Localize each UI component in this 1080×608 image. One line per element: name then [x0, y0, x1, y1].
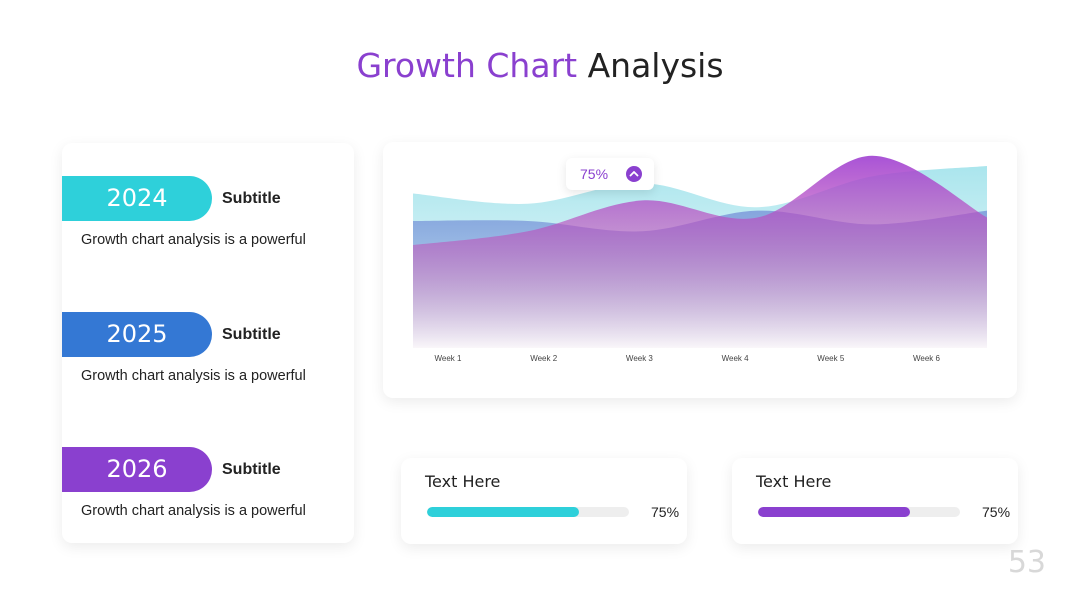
progress-label: Text Here	[425, 472, 501, 491]
x-tick-label: Week 5	[817, 354, 845, 363]
year-description: Growth chart analysis is a powerful	[81, 368, 306, 384]
year-badge: 2025	[62, 312, 212, 357]
progress-track	[758, 507, 960, 517]
timeline-item-2026: 2026 Subtitle Growth chart analysis is a…	[62, 447, 354, 527]
slide-title: Growth Chart Analysis	[0, 44, 1080, 88]
year-badge: 2026	[62, 447, 212, 492]
year-badge: 2024	[62, 176, 212, 221]
area-series-3	[413, 155, 987, 348]
area-chart: Week 1 Week 2 Week 3 Week 4 Week 5 Week 6	[413, 155, 987, 363]
title-rest: Analysis	[587, 46, 724, 85]
chart-card: Week 1 Week 2 Week 3 Week 4 Week 5 Week 6	[383, 142, 1017, 398]
timeline-item-2025: 2025 Subtitle Growth chart analysis is a…	[62, 312, 354, 392]
progress-value: 75%	[982, 504, 1011, 520]
year-subtitle: Subtitle	[222, 190, 281, 207]
x-tick-label: Week 1	[435, 354, 463, 363]
progress-card-2: Text Here 75%	[732, 458, 1018, 544]
page-number: 53	[1007, 545, 1046, 580]
x-tick-label: Week 6	[913, 354, 941, 363]
x-tick-label: Week 3	[626, 354, 654, 363]
chevron-up-icon	[626, 166, 642, 182]
progress-fill	[758, 507, 910, 517]
x-tick-label: Week 4	[722, 354, 750, 363]
progress-value: 75%	[651, 504, 680, 520]
progress-track	[427, 507, 629, 517]
progress-fill	[427, 507, 579, 517]
progress-card-1: Text Here 75%	[401, 458, 687, 544]
x-tick-label: Week 2	[530, 354, 558, 363]
year-subtitle: Subtitle	[222, 461, 281, 478]
progress-label: Text Here	[756, 472, 832, 491]
year-description: Growth chart analysis is a powerful	[81, 503, 306, 519]
chart-tooltip: 75%	[566, 158, 654, 190]
year-subtitle: Subtitle	[222, 326, 281, 343]
tooltip-value: 75%	[580, 166, 609, 182]
year-description: Growth chart analysis is a powerful	[81, 232, 306, 248]
timeline-item-2024: 2024 Subtitle Growth chart analysis is a…	[62, 176, 354, 256]
title-accent: Growth Chart	[356, 46, 578, 85]
